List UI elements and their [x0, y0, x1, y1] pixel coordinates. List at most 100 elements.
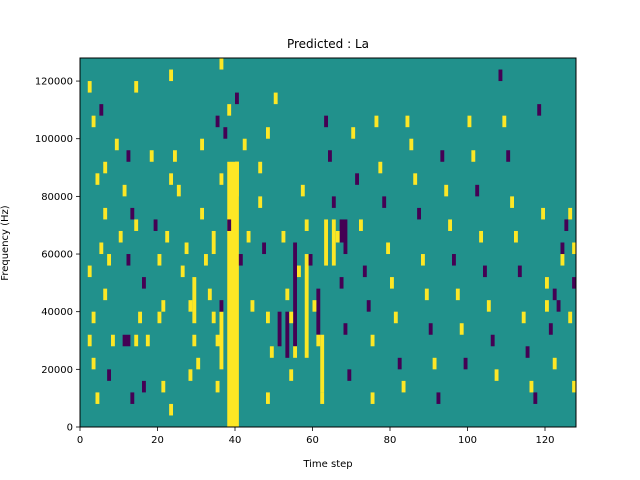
heatmap-cell	[157, 254, 162, 266]
heatmap-cell	[196, 357, 201, 370]
heatmap-cell	[537, 104, 542, 116]
heatmap-cell	[258, 161, 263, 174]
heatmap-cell	[521, 311, 526, 324]
heatmap-cell	[564, 219, 569, 231]
heatmap-cell	[490, 334, 495, 347]
heatmap-cell	[227, 104, 232, 116]
heatmap-cell	[386, 242, 391, 255]
heatmap-cell	[169, 173, 174, 185]
heatmap-cell	[428, 323, 433, 335]
heatmap-cell	[572, 277, 577, 289]
heatmap-cell	[552, 357, 557, 370]
heatmap-band	[293, 242, 298, 347]
heatmap-cell	[444, 184, 449, 197]
heatmap-cell	[215, 380, 220, 393]
heatmap-cell	[130, 207, 135, 220]
heatmap-band	[343, 219, 348, 255]
heatmap-cell	[483, 265, 487, 278]
heatmap-band	[304, 254, 309, 358]
heatmap-cell	[328, 150, 332, 162]
heatmap-cell	[374, 115, 379, 128]
heatmap-cell	[200, 207, 205, 220]
heatmap-cell	[541, 207, 546, 220]
heatmap-cell	[378, 161, 383, 174]
heatmap-cell	[242, 138, 247, 151]
heatmap-cell	[545, 277, 549, 289]
heatmap-cell	[103, 207, 108, 220]
heatmap-cell	[471, 150, 476, 162]
heatmap-cell	[452, 254, 456, 266]
heatmap-cell	[556, 300, 561, 312]
heatmap-cell	[545, 300, 549, 312]
heatmap-cell	[107, 254, 112, 266]
heatmap-cell	[297, 265, 301, 278]
heatmap-band	[219, 311, 224, 370]
heatmap-cell	[149, 150, 154, 162]
x-axis: 0 20 40 60 80 100 120	[77, 427, 555, 446]
heatmap-cell	[219, 300, 224, 312]
heatmap-cell	[424, 288, 429, 301]
heatmap-cell	[401, 380, 406, 393]
y-tick-label: 120000	[35, 77, 73, 88]
heatmap-cell	[548, 323, 553, 335]
heatmap-cell	[304, 219, 309, 231]
heatmap-cell	[250, 300, 255, 312]
heatmap-cell	[525, 346, 530, 358]
heatmap-cell	[176, 184, 181, 197]
plot-area	[79, 57, 577, 428]
heatmap-band	[211, 230, 216, 255]
heatmap-cell	[223, 127, 228, 139]
heatmap-cell	[390, 277, 394, 289]
heatmap-band	[285, 311, 290, 358]
y-tick-label: 100000	[35, 134, 73, 145]
heatmap-cell	[126, 334, 131, 347]
heatmap-cell	[266, 392, 270, 404]
heatmap-cell	[355, 173, 360, 185]
heatmap-cell	[572, 380, 577, 393]
heatmap-cell	[95, 173, 100, 185]
chart-title: Predicted : La	[287, 37, 369, 51]
heatmap-cell	[130, 392, 135, 404]
heatmap-cell	[87, 265, 92, 278]
heatmap-cell	[486, 300, 491, 312]
heatmap-cell	[467, 115, 472, 128]
heatmap-cell	[161, 380, 166, 393]
heatmap-cell	[339, 277, 344, 289]
heatmap-cell	[266, 311, 270, 324]
heatmap-cell	[502, 115, 507, 128]
heatmap-cell	[269, 346, 274, 358]
heatmap-cell	[219, 173, 224, 185]
heatmap-cell	[157, 311, 162, 324]
heatmap-cell	[370, 392, 375, 404]
heatmap-cell	[169, 403, 174, 416]
heatmap-cell	[455, 288, 460, 301]
heatmap-cell	[235, 92, 239, 105]
heatmap-cell	[324, 115, 329, 128]
heatmap-cell	[95, 392, 100, 404]
heatmap-cell	[246, 230, 251, 243]
heatmap-cell	[331, 196, 336, 208]
heatmap-cell	[207, 288, 212, 301]
heatmap-cell	[114, 138, 119, 151]
heatmap-cell	[91, 311, 96, 324]
heatmap-cell	[122, 184, 127, 197]
heatmap-cell	[347, 369, 352, 381]
heatmap-cell	[188, 369, 193, 381]
heatmap-cell	[413, 173, 418, 185]
x-tick-label: 20	[151, 435, 164, 446]
heatmap-cell	[153, 219, 158, 231]
heatmap-band	[192, 277, 197, 324]
heatmap-cell	[262, 242, 267, 255]
y-tick-label: 60000	[41, 250, 73, 261]
heatmap-cell	[138, 311, 143, 324]
heatmap-cell	[273, 92, 278, 105]
plot-frame	[79, 57, 577, 428]
heatmap-cell	[134, 334, 139, 347]
heatmap-cell	[440, 150, 445, 162]
heatmap-cell	[184, 242, 189, 255]
heatmap-cell	[118, 230, 123, 243]
heatmap-cell	[103, 288, 108, 301]
heatmap-cell	[459, 323, 464, 335]
heatmap-cell	[351, 127, 356, 139]
heatmap-cell	[188, 300, 193, 312]
